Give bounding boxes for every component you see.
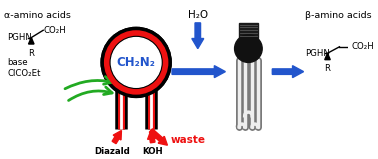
Text: R: R <box>28 49 34 58</box>
Bar <box>239 23 257 38</box>
Polygon shape <box>112 131 121 144</box>
Polygon shape <box>149 129 167 145</box>
Text: α-amino acids: α-amino acids <box>4 11 71 20</box>
Polygon shape <box>272 66 304 78</box>
Circle shape <box>235 35 262 62</box>
Text: waste: waste <box>171 135 206 145</box>
FancyArrowPatch shape <box>68 87 112 100</box>
Text: β-amino acids: β-amino acids <box>305 11 372 20</box>
Text: CH₂N₂: CH₂N₂ <box>117 56 156 69</box>
Text: base: base <box>7 58 28 67</box>
Polygon shape <box>28 38 34 44</box>
Text: R: R <box>324 64 330 73</box>
Polygon shape <box>192 23 204 49</box>
Polygon shape <box>147 131 156 143</box>
Text: PGHN: PGHN <box>7 33 32 42</box>
Text: H₂O: H₂O <box>188 10 208 20</box>
Text: KOH: KOH <box>143 147 163 156</box>
Text: Diazald: Diazald <box>94 147 130 156</box>
Text: ClCO₂Et: ClCO₂Et <box>7 69 41 78</box>
Polygon shape <box>172 66 225 78</box>
Circle shape <box>111 38 161 87</box>
FancyArrowPatch shape <box>65 77 112 89</box>
Text: PGHN: PGHN <box>305 49 330 58</box>
Polygon shape <box>325 53 330 60</box>
Circle shape <box>111 38 161 87</box>
Text: CO₂H: CO₂H <box>352 42 374 51</box>
Text: CO₂H: CO₂H <box>43 26 66 35</box>
